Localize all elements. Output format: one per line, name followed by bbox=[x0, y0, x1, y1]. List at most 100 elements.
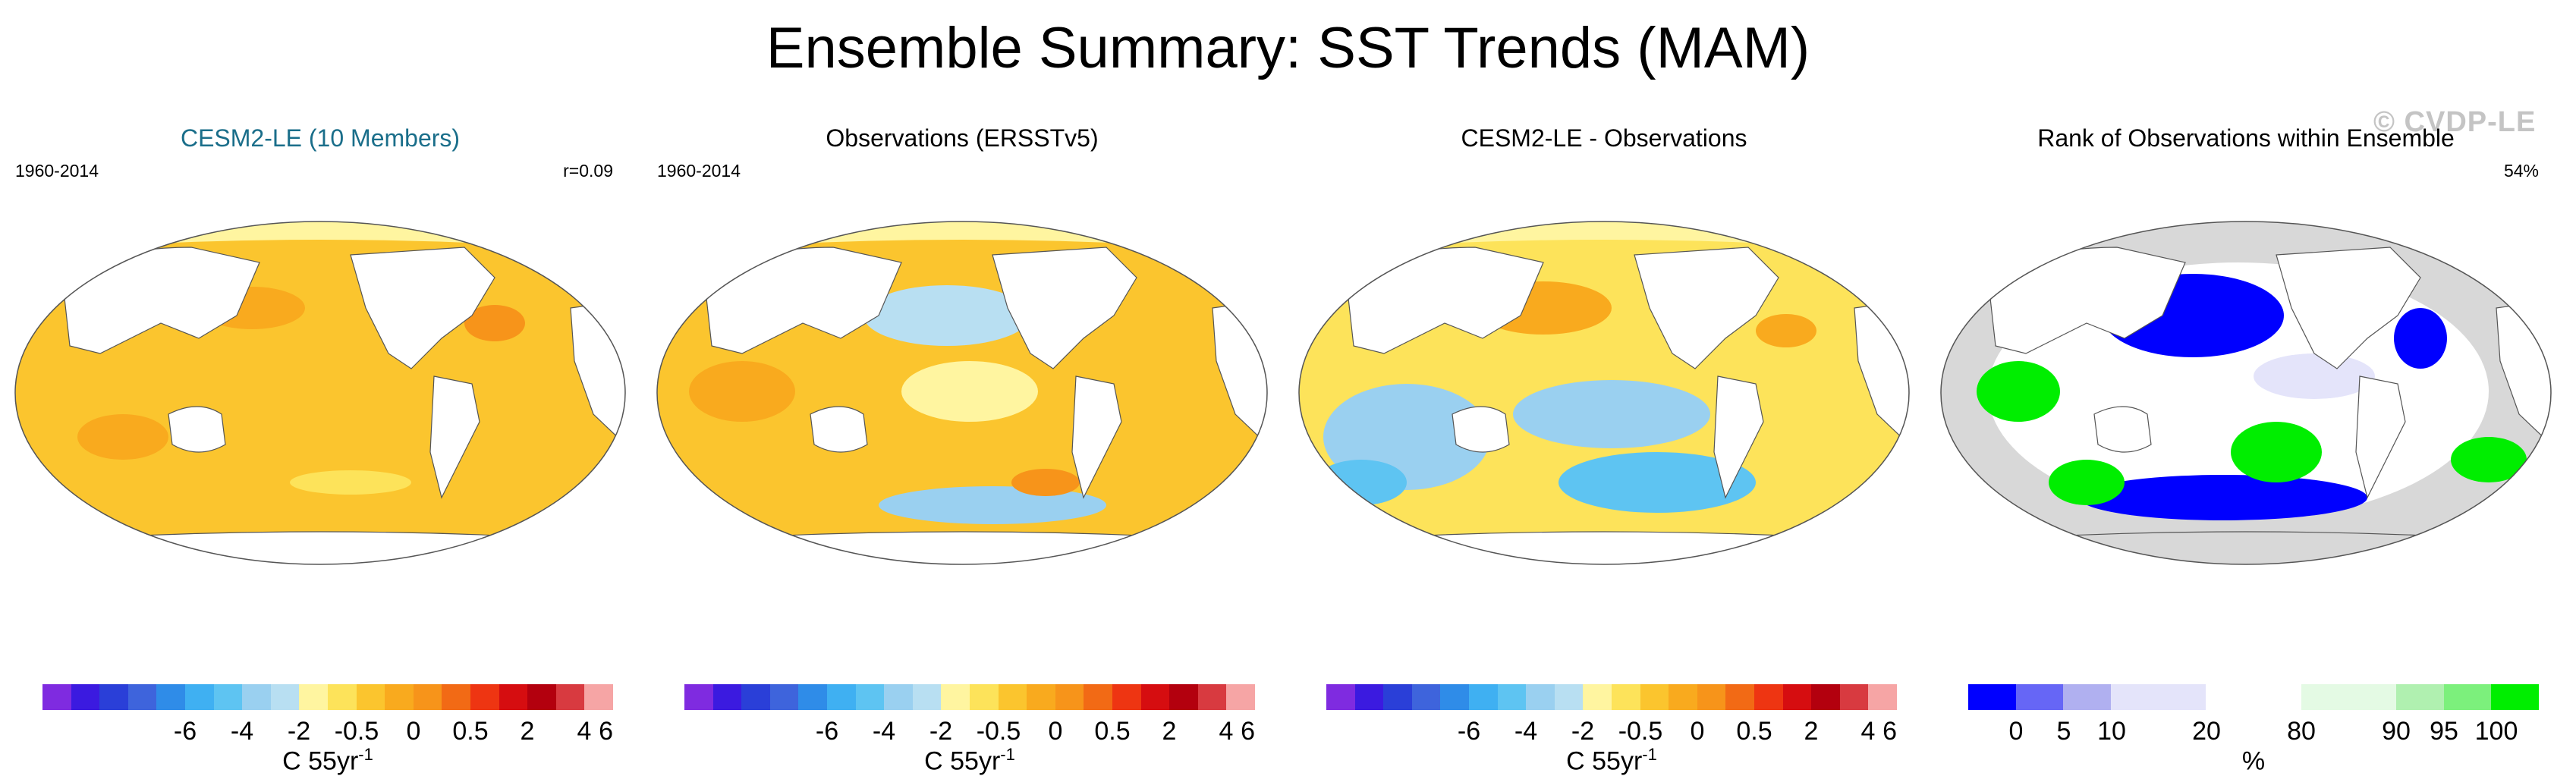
colorbar-box bbox=[1968, 684, 2016, 710]
colorbar-box bbox=[1526, 684, 1555, 710]
land-south-america bbox=[1713, 375, 1764, 499]
colorbar-box bbox=[941, 684, 970, 710]
colorbar-tick: 0.5 bbox=[1094, 717, 1131, 746]
units-text: C 55yr bbox=[1566, 746, 1643, 776]
figure-title: Ensemble Summary: SST Trends (MAM) bbox=[766, 16, 1810, 80]
colorbar-box bbox=[1497, 684, 1527, 710]
warm-patch bbox=[1756, 314, 1816, 347]
cool-patch bbox=[863, 285, 1030, 346]
arctic-band bbox=[1369, 221, 1839, 247]
colorbar-box bbox=[684, 684, 713, 710]
panel-title: CESM2-LE (10 Members) bbox=[180, 124, 461, 152]
units-exponent: -1 bbox=[1642, 745, 1657, 764]
colorbar-box bbox=[1440, 684, 1469, 710]
colorbar-box bbox=[1669, 684, 1697, 710]
units-exponent: -1 bbox=[358, 745, 373, 764]
colorbar-tick: 10 bbox=[2097, 717, 2126, 746]
panel-title: Rank of Observations within Ensemble bbox=[2037, 124, 2455, 152]
colorbar-box bbox=[127, 684, 157, 710]
colorbar-tick: 0 bbox=[2008, 717, 2024, 746]
panel-difference: CESM2-LE - Observations bbox=[1293, 114, 1915, 775]
colorbar-tick: -6 bbox=[173, 717, 197, 746]
sst-difference-map bbox=[1298, 221, 1910, 565]
colorbar-box bbox=[998, 684, 1027, 710]
mid-rank-patch bbox=[2254, 353, 2375, 399]
land-north-america bbox=[992, 247, 1137, 369]
colorbar-tick: 6 bbox=[1882, 717, 1897, 746]
colorbar-tick: 100 bbox=[2474, 717, 2518, 746]
land-north-america bbox=[1634, 247, 1779, 369]
colorbar-box bbox=[99, 684, 128, 710]
low-rank-patch bbox=[2394, 308, 2447, 369]
panel-cesm2-le: CESM2-LE (10 Members) 1960-2014 r=0.09 bbox=[9, 114, 631, 775]
cool-patch bbox=[290, 470, 411, 495]
colorbar-box bbox=[1468, 684, 1498, 710]
colorbar-box bbox=[1754, 684, 1783, 710]
colorbar-box bbox=[71, 684, 100, 710]
colorbar-box bbox=[2491, 684, 2540, 710]
high-rank-patch bbox=[2049, 460, 2125, 505]
colorbar-box bbox=[184, 684, 214, 710]
sst-trend-map bbox=[14, 221, 626, 565]
colorbar-box bbox=[884, 684, 913, 710]
cool-patch bbox=[1316, 460, 1407, 505]
colorbar-box bbox=[1839, 684, 1869, 710]
colorbar-tick: 95 bbox=[2430, 717, 2458, 746]
colorbar-box bbox=[1197, 684, 1227, 710]
colorbar-box bbox=[2063, 684, 2112, 710]
panel-title: CESM2-LE - Observations bbox=[1461, 124, 1747, 152]
colorbar-tick: -0.5 bbox=[1618, 717, 1663, 746]
colorbar-box bbox=[1326, 684, 1355, 710]
colorbar-box bbox=[442, 684, 470, 710]
colorbar-tick: -2 bbox=[929, 717, 953, 746]
colorbar-box bbox=[2301, 684, 2396, 710]
colorbar-units: C 55yr-1 bbox=[282, 745, 373, 776]
colorbar-tick: 6 bbox=[1241, 717, 1255, 746]
land-australia bbox=[2093, 406, 2152, 453]
units-exponent: -1 bbox=[1000, 745, 1015, 764]
land-antarctica bbox=[1941, 531, 2551, 564]
map-outline bbox=[1940, 221, 2552, 565]
colorbar-box bbox=[1411, 684, 1441, 710]
units-text: % bbox=[2241, 746, 2266, 776]
colorbar-tick: 0 bbox=[406, 717, 421, 746]
colorbar-box bbox=[1782, 684, 1812, 710]
watermark: © CVDP-LE bbox=[2373, 106, 2537, 138]
colorbar-box bbox=[1868, 684, 1897, 710]
colorbar-box bbox=[584, 684, 613, 710]
colorbar bbox=[1968, 684, 2540, 710]
colorbar-tick: 5 bbox=[2056, 717, 2071, 746]
colorbar bbox=[684, 684, 1255, 710]
colorbar-box bbox=[299, 684, 328, 710]
colorbar-box bbox=[1112, 684, 1141, 710]
map-outline bbox=[14, 221, 626, 565]
colorbar-box bbox=[156, 684, 185, 710]
colorbar-box bbox=[855, 684, 885, 710]
correlation-label: r=0.09 bbox=[563, 161, 613, 181]
colorbar-tick: 2 bbox=[1804, 717, 1819, 746]
arctic-band bbox=[727, 221, 1197, 247]
colorbar-box bbox=[42, 684, 71, 710]
colorbar-box bbox=[356, 684, 385, 710]
cool-patch bbox=[1558, 452, 1756, 513]
colorbar-box bbox=[1084, 684, 1112, 710]
colorbar-tick: 0.5 bbox=[1736, 717, 1772, 746]
period-label: 1960-2014 bbox=[15, 161, 99, 181]
colorbar-tick: 90 bbox=[2382, 717, 2411, 746]
colorbar-box bbox=[712, 684, 742, 710]
map-outline bbox=[1298, 221, 1910, 565]
colorbar-tick: 4 bbox=[1219, 717, 1234, 746]
colorbar-tick: -4 bbox=[872, 717, 896, 746]
colorbar-box bbox=[1611, 684, 1640, 710]
rank-map bbox=[1940, 221, 2552, 565]
map-outline bbox=[656, 221, 1268, 565]
colorbar-box bbox=[2015, 684, 2064, 710]
colorbar-units: % bbox=[2242, 745, 2265, 776]
colorbar-box bbox=[1583, 684, 1612, 710]
panel-observations: Observations (ERSSTv5) 1960-2014 bbox=[651, 114, 1273, 775]
colorbar-tick: 80 bbox=[2287, 717, 2316, 746]
colorbar-units: C 55yr-1 bbox=[924, 745, 1015, 776]
colorbar-box bbox=[2206, 684, 2301, 710]
colorbar-box bbox=[385, 684, 414, 710]
colorbar-box bbox=[1554, 684, 1584, 710]
